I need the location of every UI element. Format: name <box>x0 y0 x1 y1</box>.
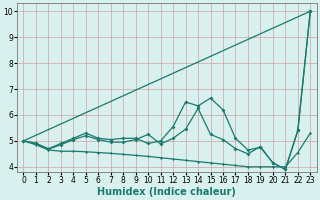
X-axis label: Humidex (Indice chaleur): Humidex (Indice chaleur) <box>98 187 236 197</box>
